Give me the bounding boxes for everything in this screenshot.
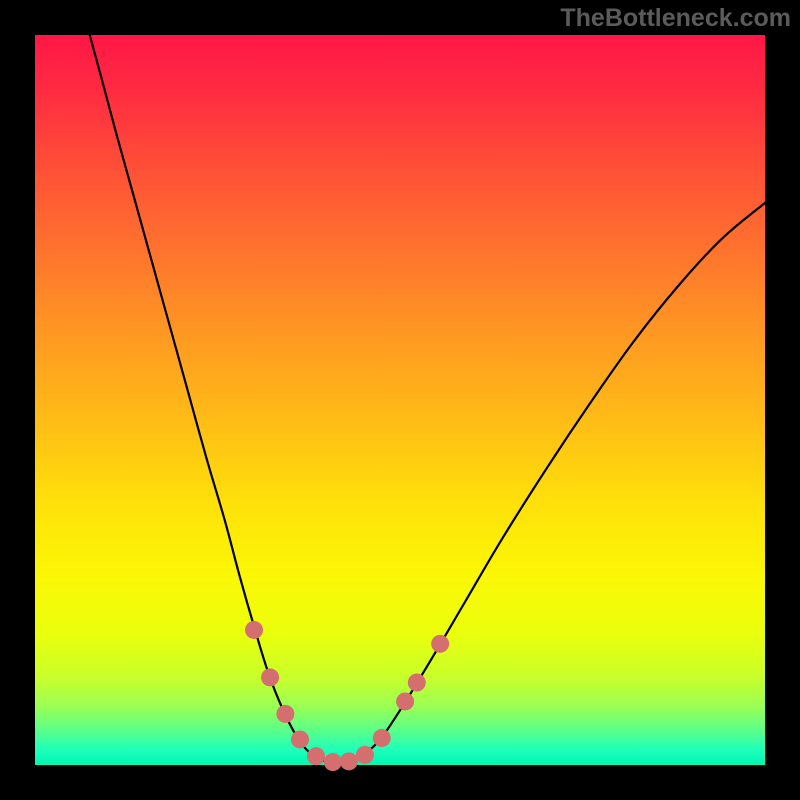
chart-stage: TheBottleneck.com (0, 0, 800, 800)
curve-marker (291, 730, 309, 748)
curve-marker (356, 746, 374, 764)
curve-marker (261, 668, 279, 686)
curve-marker (340, 752, 358, 770)
watermark-text: TheBottleneck.com (560, 4, 791, 33)
curve-marker (307, 747, 325, 765)
curve-marker (396, 692, 414, 710)
curve-marker (373, 729, 391, 747)
curve-marker (276, 705, 294, 723)
chart-svg (0, 0, 800, 800)
plot-background (35, 35, 765, 765)
curve-marker (245, 621, 263, 639)
curve-marker (408, 674, 426, 692)
curve-marker (431, 635, 449, 653)
curve-marker (324, 753, 342, 771)
